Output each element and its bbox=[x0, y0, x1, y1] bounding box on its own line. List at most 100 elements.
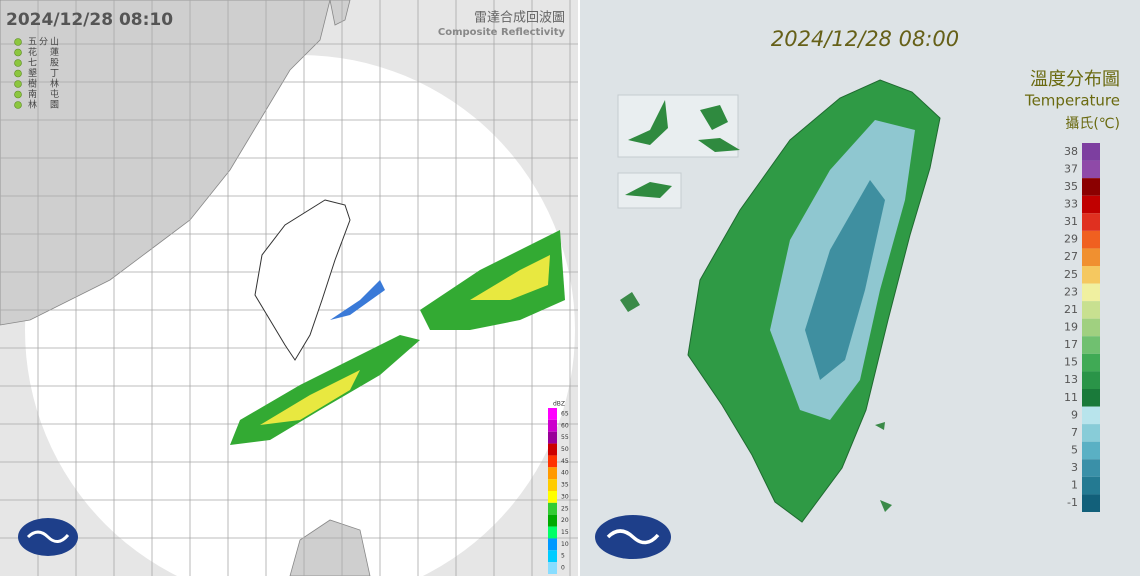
scale-swatch bbox=[548, 419, 557, 432]
scale-label: 29 bbox=[1064, 233, 1078, 246]
station-dot bbox=[14, 38, 22, 46]
radar-subtitle: Composite Reflectivity bbox=[438, 27, 566, 38]
scale-swatch bbox=[1082, 195, 1100, 214]
scale-label: 21 bbox=[1064, 303, 1078, 316]
scale-swatch bbox=[548, 408, 557, 420]
station-dot bbox=[14, 69, 22, 78]
scale-swatch bbox=[548, 550, 557, 563]
scale-swatch bbox=[1082, 318, 1100, 337]
station-name: 墾 丁 bbox=[28, 67, 61, 79]
station-name: 林 園 bbox=[28, 99, 61, 111]
mountain-coldest bbox=[805, 180, 885, 380]
scale-label: 5 bbox=[1071, 444, 1078, 457]
station-name: 五分山 bbox=[28, 37, 61, 48]
scale-label: 15 bbox=[561, 529, 569, 536]
scale-label: 13 bbox=[1064, 373, 1078, 386]
scale-swatch bbox=[1082, 160, 1100, 179]
scale-swatch bbox=[548, 514, 557, 527]
scale-swatch bbox=[1082, 424, 1100, 442]
station-name: 七 股 bbox=[28, 58, 61, 69]
echo-strong bbox=[260, 370, 360, 425]
scale-swatch bbox=[1082, 459, 1100, 477]
scale-label: 23 bbox=[1064, 285, 1078, 298]
scale-label: 7 bbox=[1071, 426, 1078, 439]
scale-label: 30 bbox=[561, 493, 569, 500]
scale-label: -1 bbox=[1067, 496, 1078, 509]
scale-label: 3 bbox=[1071, 461, 1078, 474]
scale-swatch bbox=[548, 479, 557, 491]
scale-swatch bbox=[1082, 248, 1100, 266]
scale-swatch bbox=[1082, 336, 1100, 354]
scale-swatch bbox=[1082, 283, 1100, 302]
scale-swatch bbox=[1082, 371, 1100, 389]
station-dot bbox=[14, 59, 22, 67]
scale-label: 60 bbox=[561, 422, 569, 429]
grid bbox=[0, 0, 578, 576]
scale-label: 31 bbox=[1064, 215, 1078, 228]
scale-label: 15 bbox=[1064, 356, 1078, 369]
scale-label: 1 bbox=[1071, 479, 1078, 492]
scale-label: 33 bbox=[1064, 198, 1078, 211]
scale-label: 37 bbox=[1064, 162, 1078, 175]
radar-panel: 2024/12/28 08:10 雷達合成回波圖 Composite Refle… bbox=[0, 0, 578, 576]
scale-swatch bbox=[1082, 476, 1100, 495]
scale-swatch bbox=[1082, 441, 1100, 460]
scale-label: 20 bbox=[561, 517, 569, 524]
scale-label: 40 bbox=[561, 470, 569, 477]
scale-label: 65 bbox=[561, 410, 569, 417]
scale-swatch bbox=[548, 502, 557, 515]
scale-swatch bbox=[1082, 266, 1100, 284]
temp-title: 溫度分布圖 bbox=[1030, 69, 1120, 90]
temp-subtitle: Temperature bbox=[1024, 92, 1120, 110]
echo bbox=[420, 230, 565, 330]
outlying-islands bbox=[625, 100, 740, 198]
scale-swatch bbox=[548, 467, 557, 480]
scale-swatch bbox=[1082, 389, 1100, 407]
scale-label: 35 bbox=[1064, 180, 1078, 193]
radar-title: 雷達合成回波圖 bbox=[474, 11, 565, 26]
scale-swatch bbox=[548, 431, 557, 444]
scale-label: 27 bbox=[1064, 250, 1078, 263]
scale-swatch bbox=[548, 443, 557, 456]
echo-strong bbox=[470, 255, 550, 300]
taiwan-outline bbox=[254, 199, 351, 361]
scale-swatch bbox=[1082, 213, 1100, 231]
scale-swatch bbox=[1082, 494, 1100, 512]
scale-swatch bbox=[1082, 353, 1100, 372]
station-dot bbox=[14, 48, 22, 57]
scale-swatch bbox=[1082, 301, 1100, 319]
scale-label: 25 bbox=[1064, 268, 1078, 281]
scale-swatch bbox=[548, 526, 557, 539]
scale-swatch bbox=[1082, 143, 1100, 161]
scale-label: 19 bbox=[1064, 321, 1078, 334]
scale-swatch bbox=[1082, 406, 1100, 425]
scale-label: 38 bbox=[1064, 145, 1078, 158]
station-dot bbox=[14, 80, 22, 88]
scale-label: 35 bbox=[561, 482, 569, 489]
station-name: 南 屯 bbox=[28, 88, 61, 100]
scale-label: 9 bbox=[1071, 408, 1078, 421]
scale-swatch bbox=[548, 491, 557, 503]
scale-swatch bbox=[548, 455, 557, 468]
luzon bbox=[289, 519, 371, 576]
station-dot bbox=[14, 101, 22, 109]
island bbox=[329, 0, 351, 26]
scale-label: 10 bbox=[561, 541, 569, 548]
station-dot bbox=[14, 90, 22, 99]
temperature-panel: 2024/12/28 08:00 溫度分布圖 Temperature 攝氏(℃)… bbox=[580, 0, 1140, 576]
scale-label: 11 bbox=[1064, 391, 1078, 404]
scale-unit: dBZ bbox=[553, 401, 565, 408]
scale-label: 17 bbox=[1064, 338, 1078, 351]
scale-swatch bbox=[548, 562, 557, 574]
scale-label: 55 bbox=[561, 434, 569, 441]
echo-weak bbox=[330, 280, 385, 320]
scale-swatch bbox=[1082, 178, 1100, 196]
scale-swatch bbox=[548, 538, 557, 551]
cwa-logo bbox=[18, 518, 78, 556]
scale-label: 50 bbox=[561, 446, 569, 453]
